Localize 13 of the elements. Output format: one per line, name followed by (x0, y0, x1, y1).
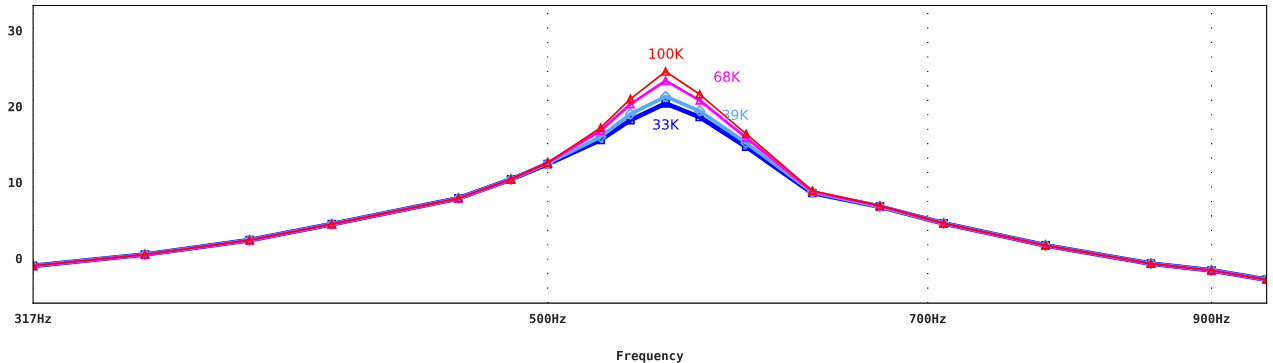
series-label: 100K (649, 48, 684, 59)
x-tick-label: 500Hz (529, 313, 566, 324)
series-label: 39K (722, 109, 749, 121)
x-tick-label: 900Hz (1193, 313, 1230, 324)
y-tick-label: 30 (8, 25, 22, 36)
series-label: 68K (714, 71, 741, 82)
x-tick-label: 317Hz (15, 313, 51, 324)
y-tick-label: 20 (8, 101, 22, 112)
x-tick-label: 700Hz (909, 313, 946, 324)
series-label: 33K (653, 119, 680, 130)
x-axis-title: Frequency (617, 351, 684, 363)
y-tick-label: 0 (15, 253, 22, 264)
y-tick-label: 10 (8, 177, 22, 188)
